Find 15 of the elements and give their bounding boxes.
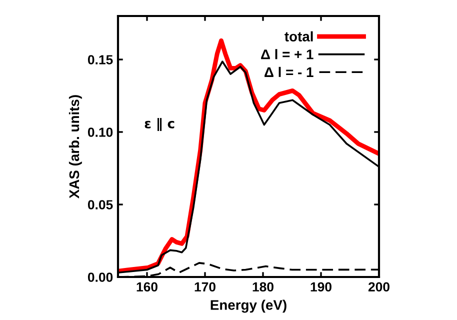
y-axis-title: XAS (arb. units)	[68, 95, 82, 198]
legend-label: Δ l = - 1	[264, 66, 314, 77]
y-tick-label: 0.00	[88, 272, 113, 282]
x-tick-label: 200	[368, 282, 390, 292]
y-tick-label: 0.10	[88, 128, 113, 137]
x-tick-label: 160	[136, 282, 158, 292]
annotation: ε ∥ c	[144, 118, 174, 131]
x-tick-label: 190	[310, 282, 332, 292]
x-axis-title: Energy (eV)	[210, 300, 286, 313]
y-tick-label: 0.05	[88, 200, 113, 210]
x-tick-label: 180	[252, 282, 274, 292]
legend-label: total	[284, 31, 313, 42]
x-tick-label: 170	[194, 282, 216, 292]
y-tick-label: 0.15	[88, 55, 113, 64]
legend-label: Δ l = + 1	[261, 49, 314, 60]
